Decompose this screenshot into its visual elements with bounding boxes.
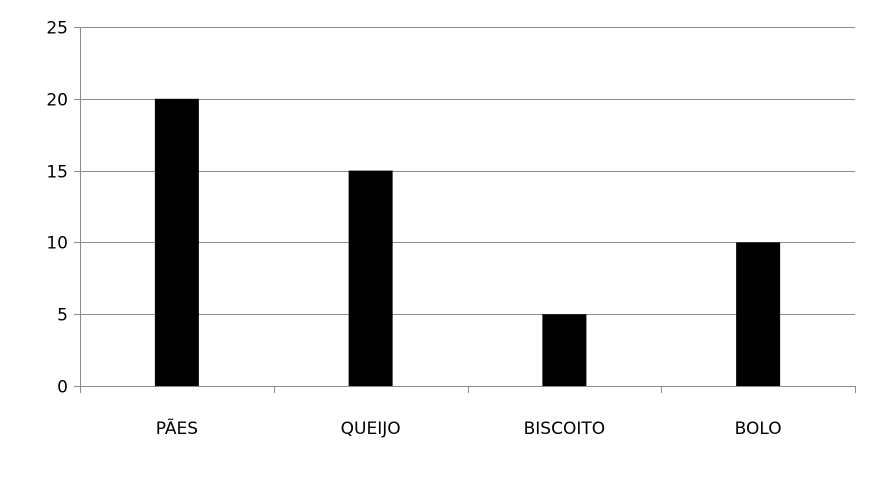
y-tick-label: 20 bbox=[46, 91, 68, 111]
x-tick-labels: PÃES QUEIJO BISCOITO BOLO bbox=[156, 417, 782, 439]
y-tick-label: 0 bbox=[57, 378, 68, 398]
bars bbox=[154, 98, 781, 387]
y-tick-label: 15 bbox=[46, 163, 68, 183]
y-tick-labels: 0 5 10 15 20 25 bbox=[46, 19, 68, 398]
bar-queijo bbox=[348, 170, 393, 386]
y-tick-label: 5 bbox=[57, 306, 68, 326]
x-tick-label: PÃES bbox=[156, 417, 198, 439]
axes bbox=[74, 27, 856, 393]
x-tick-label: BOLO bbox=[735, 419, 782, 439]
x-tick-label: BISCOITO bbox=[524, 419, 606, 439]
bar-bolo bbox=[736, 242, 781, 386]
y-tick-label: 10 bbox=[46, 234, 68, 254]
x-tick-label: QUEIJO bbox=[341, 419, 401, 439]
bar-biscoito bbox=[542, 314, 587, 386]
y-tick-label: 25 bbox=[46, 19, 68, 39]
bar-pães bbox=[154, 98, 199, 387]
